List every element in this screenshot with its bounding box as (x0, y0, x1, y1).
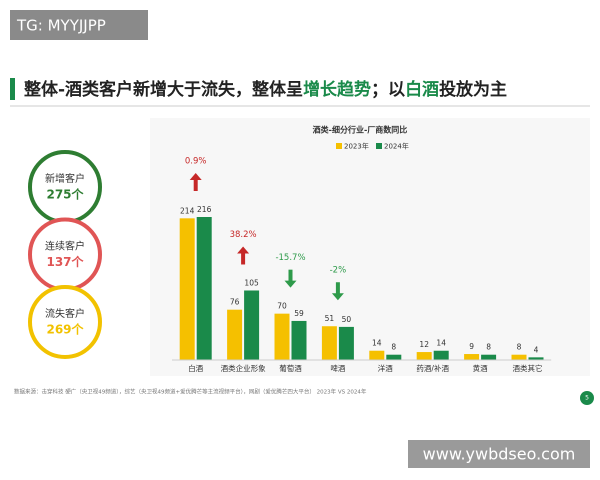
title-accent (10, 78, 15, 100)
bar (244, 290, 260, 360)
value-label: 14 (436, 339, 446, 348)
value-label: 12 (419, 340, 429, 349)
value-label: 51 (325, 314, 335, 323)
value-label: 9 (469, 342, 474, 351)
arrow-head (237, 246, 250, 254)
page-number: 5 (585, 395, 589, 402)
bar (481, 354, 497, 360)
page-badge (580, 391, 594, 405)
kpi-circle (28, 285, 102, 359)
title-highlight: 增长趋势 (303, 79, 371, 100)
legend-label: 2023年 (344, 142, 369, 151)
arrow-head (284, 280, 297, 288)
watermark: www.ywbdseo.com (423, 445, 576, 464)
bar (291, 320, 307, 360)
bar (369, 350, 385, 360)
legend-swatch (336, 143, 342, 149)
bar (179, 218, 195, 360)
title-part: 整体-酒类客户新增大于流失，整体呈 (24, 79, 303, 100)
arrow-head (331, 293, 344, 301)
x-tick-label: 葡萄酒 (279, 363, 302, 373)
legend-label: 2024年 (384, 142, 409, 151)
bar (274, 313, 290, 360)
bar (433, 350, 449, 360)
value-label: 105 (244, 278, 259, 287)
watermark: TG: MYYJJPP (16, 17, 106, 35)
value-label: 4 (534, 345, 539, 354)
x-tick-label: 酒类企业形象 (221, 363, 266, 373)
value-label: 214 (180, 206, 195, 215)
x-tick-label: 药酒/补酒 (416, 363, 449, 373)
source: 数据来源：击穿科技 硬广（央卫视49频道），综艺（央卫视49频道+爱优腾芒等主流… (14, 388, 367, 396)
value-label: 8 (486, 343, 491, 352)
value-label: 216 (197, 205, 212, 214)
bar (416, 352, 432, 360)
value-label: 14 (372, 339, 382, 348)
watermark-box (10, 10, 148, 40)
value-label: 70 (277, 302, 287, 311)
chart-panel (150, 118, 590, 376)
bar (321, 326, 337, 360)
bar (511, 354, 527, 360)
chart-title: 酒类-细分行业-厂商数同比 (313, 125, 408, 135)
bar (196, 217, 212, 360)
x-tick-label: 啤酒 (330, 363, 345, 373)
title-part: 投放为主 (439, 79, 507, 100)
x-tick-label: 白酒 (188, 363, 203, 373)
slide-title: 整体-酒类客户新增大于流失，整体呈增长趋势；以白酒投放为主 (24, 79, 507, 100)
value-label: 8 (517, 343, 522, 352)
x-tick-label: 洋酒 (378, 363, 393, 373)
kpi-label: 连续客户 (45, 240, 85, 253)
title-highlight: 白酒 (405, 79, 439, 100)
x-tick-label: 酒类其它 (513, 363, 543, 373)
value-label: 59 (294, 309, 304, 318)
watermark-box (408, 440, 590, 468)
bar (338, 326, 354, 360)
annotation: -15.7% (275, 253, 305, 263)
annotation: 0.9% (185, 157, 207, 167)
arrow-head (189, 173, 202, 180)
annotation: 38.2% (230, 230, 257, 240)
kpi-label: 流失客户 (45, 307, 85, 320)
legend-swatch (376, 143, 382, 149)
kpi-label: 新增客户 (45, 172, 85, 185)
kpi-value: 137个 (46, 254, 84, 269)
value-label: 76 (230, 298, 240, 307)
value-label: 8 (391, 343, 396, 352)
bar (464, 354, 480, 360)
title-part: ；以 (371, 80, 405, 100)
kpi-value: 269个 (46, 322, 84, 337)
bar (528, 357, 544, 360)
kpi-value: 275个 (46, 187, 84, 202)
x-tick-label: 黄酒 (473, 363, 488, 373)
value-label: 50 (342, 315, 352, 324)
bar (386, 354, 402, 360)
annotation: -2% (330, 266, 347, 276)
bar (227, 309, 243, 360)
